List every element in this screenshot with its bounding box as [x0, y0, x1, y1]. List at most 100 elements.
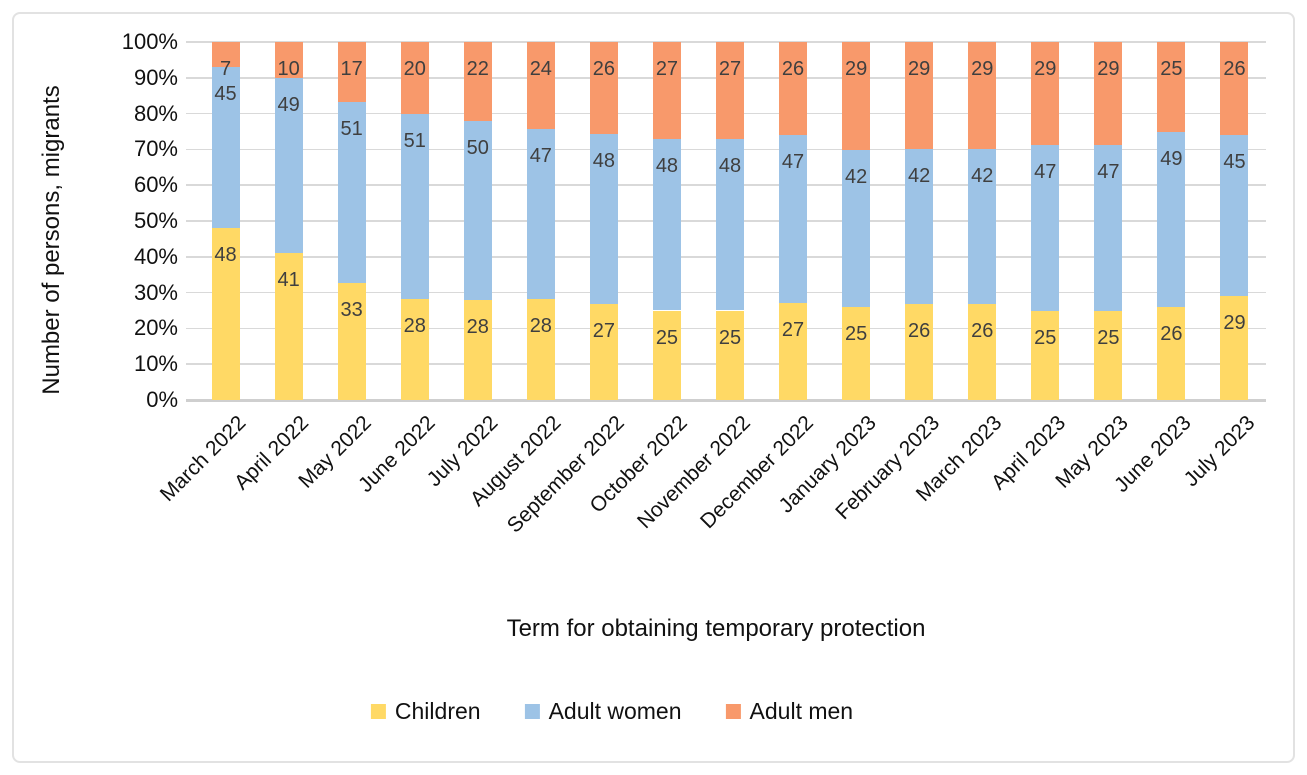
legend-swatch-icon	[524, 704, 540, 719]
data-label: 49	[1160, 147, 1183, 170]
data-label: 25	[1097, 327, 1120, 350]
bar-segment-adult-women	[337, 102, 366, 284]
data-label: 47	[529, 144, 552, 167]
bar-segment-adult-men	[400, 42, 429, 115]
data-label: 29	[1097, 58, 1120, 80]
data-label: 22	[466, 58, 489, 80]
data-label: 28	[466, 315, 489, 338]
y-axis-tick-label: 80%	[133, 100, 178, 126]
data-label: 29	[908, 58, 931, 80]
bar-segment-children	[211, 228, 240, 400]
bar-segment-adult-men	[274, 42, 303, 78]
data-label: 26	[1160, 322, 1183, 345]
bar-segment-adult-men	[526, 42, 555, 129]
x-axis-title: Term for obtaining temporary protection	[506, 615, 926, 642]
bar-segment-adult-men	[589, 42, 618, 135]
data-label: 42	[908, 165, 931, 188]
bar-segment-children	[274, 253, 303, 400]
bar-segment-adult-men	[1157, 42, 1186, 132]
data-label: 7	[219, 58, 232, 80]
data-label: 50	[466, 136, 489, 159]
bar-segment-children	[905, 304, 934, 400]
data-label: 29	[844, 58, 868, 80]
y-axis-tick-label: 20%	[133, 315, 178, 341]
data-label: 28	[529, 314, 552, 337]
bar-segment-adult-women	[1094, 144, 1123, 312]
data-label: 49	[277, 93, 300, 116]
data-label: 45	[1223, 151, 1246, 174]
data-label: 27	[781, 319, 805, 342]
bar-segment-adult-men	[652, 42, 681, 139]
data-label: 48	[592, 150, 615, 173]
legend-swatch-icon	[725, 704, 741, 719]
y-axis-tick-label: 70%	[133, 136, 178, 162]
data-label: 48	[718, 154, 742, 177]
bar-segment-children	[1094, 311, 1123, 400]
bar-segment-children	[463, 299, 492, 400]
bar-segment-adult-men	[337, 42, 366, 103]
legend: Children Adult women Adult men	[370, 698, 853, 725]
bar-segment-children	[779, 303, 808, 400]
data-label: 26	[592, 58, 615, 80]
data-label: 27	[718, 58, 742, 80]
data-label: 26	[908, 320, 931, 343]
data-label: 26	[1223, 58, 1246, 80]
x-axis-label: December 2022	[695, 411, 818, 534]
data-label: 51	[403, 130, 426, 153]
data-label: 47	[1097, 160, 1120, 183]
bar-segment-adult-women	[716, 138, 744, 311]
bar-segment-children	[400, 298, 429, 400]
bar-segment-adult-women	[842, 150, 871, 307]
bar-segment-adult-women	[274, 77, 303, 254]
data-label: 47	[1034, 160, 1057, 183]
bar-segment-children	[337, 283, 366, 400]
data-label: 17	[340, 58, 363, 80]
x-axis-label: March 2022	[155, 411, 251, 506]
y-axis-title: Number of persons, migrants	[38, 85, 65, 395]
bar-segment-adult-men	[842, 42, 871, 151]
data-label: 45	[214, 83, 237, 106]
data-label: 42	[971, 165, 994, 188]
bar-segment-adult-women	[526, 128, 555, 299]
bar-segment-adult-women	[1220, 135, 1249, 297]
data-label: 48	[655, 154, 679, 177]
bar-segment-children	[968, 304, 997, 400]
bar-segment-adult-women	[779, 135, 808, 304]
bar-segment-adult-men	[716, 42, 744, 139]
bar-segment-adult-women	[652, 138, 681, 311]
data-label: 25	[844, 322, 868, 345]
legend-item-adult-men: Adult men	[725, 698, 853, 725]
x-axis-label: November 2022	[632, 411, 755, 534]
bar-segment-adult-women	[463, 120, 492, 300]
data-label: 20	[403, 58, 426, 80]
y-axis-tick-label: 50%	[133, 208, 178, 233]
data-label: 10	[277, 58, 300, 80]
bar-segment-children	[1220, 296, 1249, 400]
x-axis-label: September 2022	[502, 411, 629, 538]
data-label: 29	[1034, 58, 1057, 80]
bar-segment-children	[1157, 306, 1186, 400]
data-label: 51	[340, 118, 363, 141]
bar-segment-adult-men	[905, 42, 934, 150]
bar-segment-children	[526, 298, 555, 400]
data-label: 28	[403, 314, 426, 337]
gridline	[186, 399, 1266, 402]
bar-segment-adult-men	[968, 42, 997, 150]
y-axis-tick-label: 60%	[133, 172, 178, 198]
data-label: 26	[781, 58, 805, 80]
bar-segment-adult-women	[905, 149, 934, 305]
bar-segment-adult-women	[589, 134, 618, 305]
data-label: 25	[718, 326, 742, 349]
data-label: 25	[1160, 58, 1183, 80]
bar-segment-adult-women	[211, 67, 240, 229]
bar-segment-adult-women	[400, 114, 429, 299]
data-label: 25	[655, 326, 679, 349]
bar-segment-children	[716, 310, 744, 400]
bar-segment-children	[652, 310, 681, 400]
data-label: 25	[1034, 327, 1057, 350]
legend-item-children: Children	[370, 698, 481, 725]
data-label: 24	[529, 58, 552, 80]
legend-swatch-icon	[370, 704, 386, 719]
y-axis-tick-label: 10%	[133, 351, 178, 377]
y-axis-tick-label: 30%	[133, 279, 178, 305]
